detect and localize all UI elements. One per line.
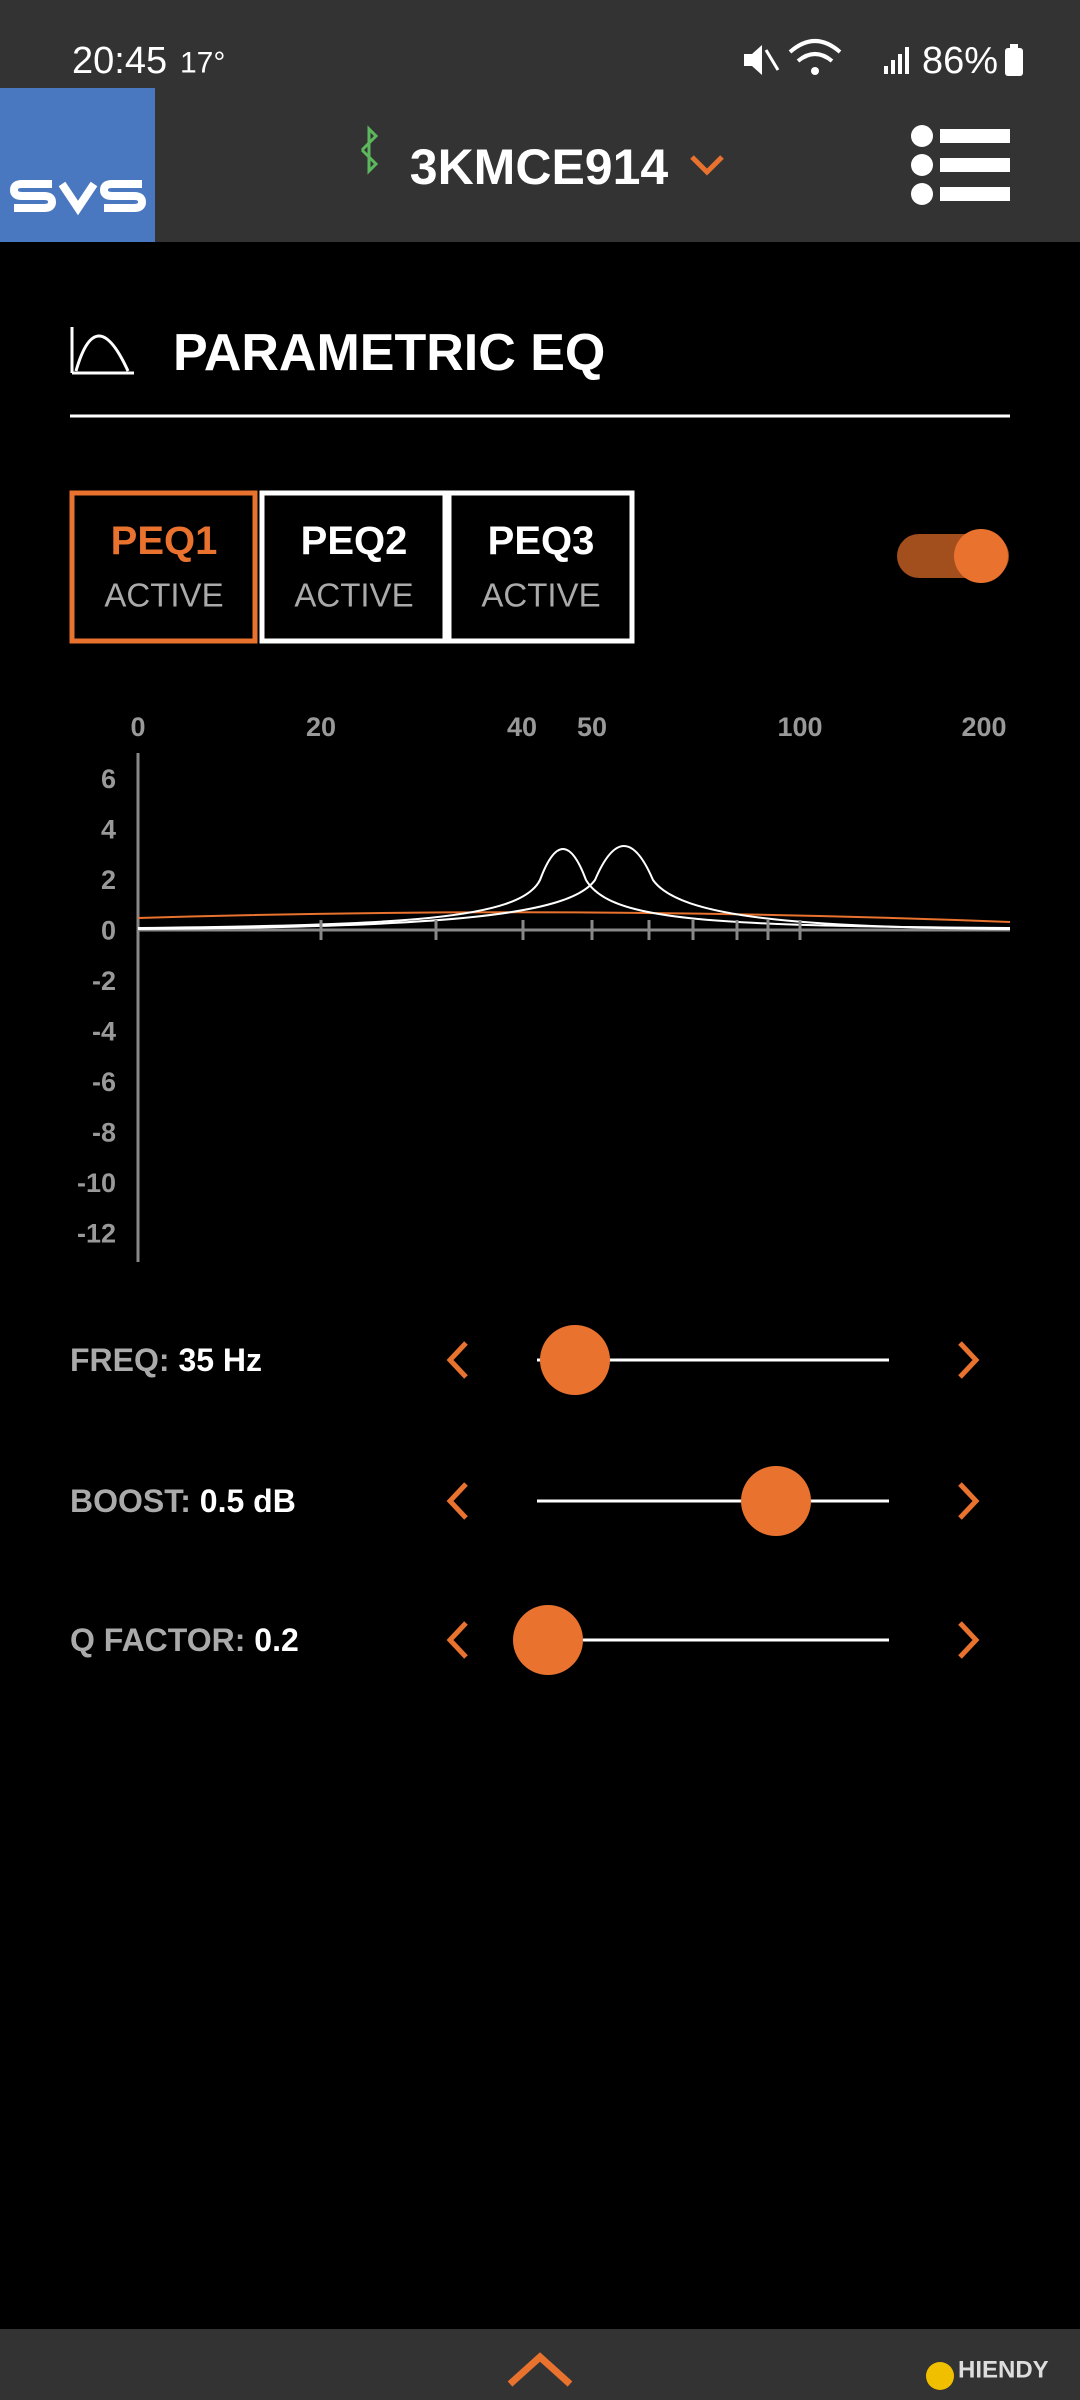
y-axis-label: 0 [101,916,116,946]
control-value: 0.2 [254,1622,298,1658]
y-axis-label: -2 [92,966,116,996]
increase-arrow[interactable] [958,1621,980,1659]
tab-status: ACTIVE [294,577,413,614]
eq-icon [70,327,134,375]
decrease-arrow[interactable] [446,1621,468,1659]
app-header [0,88,1080,242]
tab-label: PEQ2 [301,519,408,563]
control-label: FREQ: [70,1342,170,1378]
device-name[interactable]: 3KMCE914 [410,139,669,195]
control-text: Q FACTOR: 0.2 [70,1622,299,1658]
status-time: 20:45 [72,40,167,82]
bottom-bar [0,2329,1080,2400]
watermark-logo [926,2362,954,2390]
control-label: BOOST: [70,1483,191,1519]
y-axis-label: -8 [92,1118,116,1148]
tab-label: PEQ3 [488,519,595,563]
y-axis-label: -12 [77,1219,116,1249]
x-axis-label: 40 [507,712,537,742]
bluetooth-icon [360,125,379,175]
expand-button[interactable] [507,2352,573,2387]
tab[interactable]: PEQ1 ACTIVE [69,490,258,644]
response-curve-2 [137,845,1011,930]
logo-mark [9,180,147,216]
response-curve-total [137,911,1011,923]
tab-box [446,490,635,644]
x-axis-label: 0 [130,712,145,742]
control-value: 0.5 dB [200,1483,296,1519]
response-curve-1 [137,848,1011,929]
slider-knob[interactable] [741,1466,811,1536]
slider-knob[interactable] [513,1605,583,1675]
status-icons [744,39,1023,76]
slider-knob[interactable] [540,1325,610,1395]
section-title: PARAMETRIC EQ [173,324,605,382]
menu-button[interactable] [911,125,1010,205]
y-axis-label: 2 [101,865,116,895]
y-axis-label: -10 [77,1168,116,1198]
y-axis-label: 6 [101,764,116,794]
status-battery: 86% [922,40,998,82]
decrease-arrow[interactable] [446,1341,468,1379]
watermark: HIENDY [958,2357,1049,2384]
tabs: PEQ1 ACTIVE PEQ2 ACTIVE PEQ3 ACTIVE [69,490,635,644]
tab-label: PEQ1 [111,519,218,563]
increase-arrow[interactable] [958,1482,980,1520]
control-text: BOOST: 0.5 dB [70,1483,296,1519]
x-axis-label: 100 [777,712,822,742]
tab-status: ACTIVE [481,577,600,614]
control-label: Q FACTOR: [70,1622,245,1658]
device-dropdown[interactable] [690,155,724,176]
toggle[interactable] [897,529,1009,583]
increase-arrow[interactable] [958,1341,980,1379]
y-axis-label: -4 [92,1017,116,1047]
control-value: 35 Hz [178,1342,262,1378]
tab-box [69,490,258,644]
logo [0,88,155,242]
tab[interactable]: PEQ2 ACTIVE [259,490,448,644]
controls: FREQ: 35 Hz BOOST: 0.5 dB Q FACTOR: 0.2 [70,1325,980,1675]
x-axis-label: 200 [961,712,1006,742]
tab-status: ACTIVE [104,577,223,614]
decrease-arrow[interactable] [446,1482,468,1520]
y-axis-label: 4 [101,815,116,845]
y-axis-label: -6 [92,1067,116,1097]
x-axis-label: 50 [577,712,607,742]
tab-box [259,490,448,644]
control-text: FREQ: 35 Hz [70,1342,262,1378]
status-temperature: 17° [180,47,225,80]
x-axis-label: 20 [306,712,336,742]
tab[interactable]: PEQ3 ACTIVE [446,490,635,644]
